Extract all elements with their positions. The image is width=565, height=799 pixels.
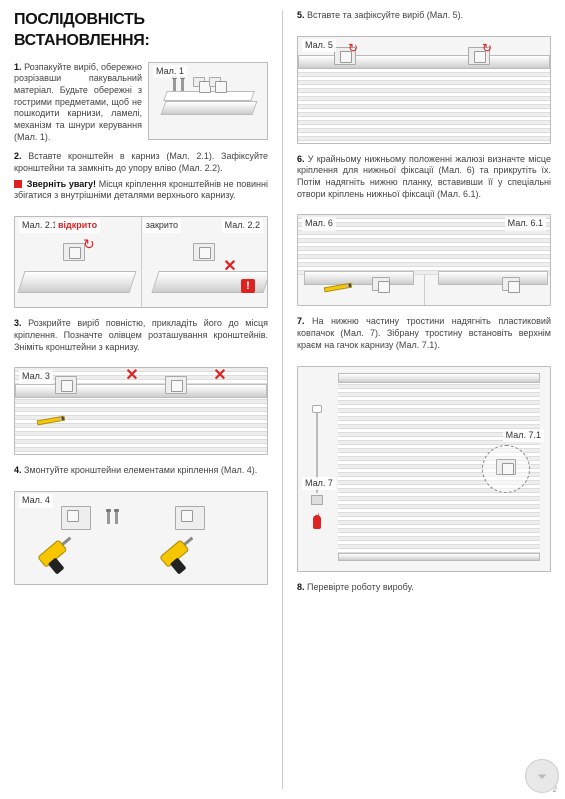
step-5-text: 5. Вставте та зафіксуйте виріб (Мал. 5).: [297, 10, 551, 22]
step-3: 3. Розкрийте виріб повністю, прикладіть …: [14, 318, 268, 353]
figure-6: Мал. 6 Мал. 6.1: [297, 214, 551, 306]
figure-7: Мал. 7 Мал. 7.1 ↓: [297, 366, 551, 572]
fig-71-label: Мал. 7.1: [503, 429, 544, 443]
step-2-warning: Зверніть увагу! Місця кріплення кронштей…: [14, 179, 268, 202]
step-3-text: 3. Розкрийте виріб повністю, прикладіть …: [14, 318, 268, 353]
fig-closed-label: закрито: [143, 219, 181, 233]
step-4-text: 4. Змонтуйте кронштейни елементами кріпл…: [14, 465, 268, 477]
step-6-text: 6. У крайньому нижньому положенні жалюзі…: [297, 154, 551, 201]
step-6: 6. У крайньому нижньому положенні жалюзі…: [297, 154, 551, 201]
step-4: 4. Змонтуйте кронштейни елементами кріпл…: [14, 465, 268, 477]
step-7: 7. На нижню частину тростини надягніть п…: [297, 316, 551, 351]
step-5: 5. Вставте та зафіксуйте виріб (Мал. 5).: [297, 10, 551, 22]
fig-6-label: Мал. 6: [302, 217, 336, 231]
figure-4: Мал. 4: [14, 491, 268, 585]
figure-1: Мал. 1: [148, 62, 268, 140]
scroll-down-button[interactable]: [525, 759, 559, 793]
figure-2: Мал. 2.1 відкрито закрито Мал. 2.2 ↻ ✕ !: [14, 216, 268, 308]
main-title: ПОСЛІДОВНІСТЬ ВСТАНОВЛЕННЯ:: [14, 10, 268, 52]
column-divider: [282, 10, 283, 789]
fig-4-label: Мал. 4: [19, 494, 53, 508]
step-1-text: 1. Розпакуйте виріб, обережно розрізавши…: [14, 62, 142, 144]
fig-open-label: відкрито: [55, 219, 100, 233]
fig-3-label: Мал. 3: [19, 370, 53, 384]
figure-3: Мал. 3 ✕ ✕: [14, 367, 268, 455]
fig-5-label: Мал. 5: [302, 39, 336, 53]
figure-5: Мал. 5 ↻ ↻: [297, 36, 551, 144]
step-2: 2. Вставте кронштейн в карниз (Мал. 2.1)…: [14, 151, 268, 202]
warning-box-icon: !: [241, 279, 255, 293]
warning-icon: [14, 180, 22, 188]
fig-61-label: Мал. 6.1: [505, 217, 546, 231]
fig-1-label: Мал. 1: [153, 65, 187, 79]
fig-22-label: Мал. 2.2: [222, 219, 263, 233]
step-2-text: 2. Вставте кронштейн в карниз (Мал. 2.1)…: [14, 151, 268, 174]
step-1: 1. Розпакуйте виріб, обережно розрізавши…: [14, 62, 268, 144]
drill-icon: [37, 533, 83, 577]
step-7-text: 7. На нижню частину тростини надягніть п…: [297, 316, 551, 351]
fig-7-label: Мал. 7: [302, 477, 336, 491]
step-8: 8. Перевірте роботу виробу.: [297, 582, 551, 594]
step-8-text: 8. Перевірте роботу виробу.: [297, 582, 551, 594]
drill-icon: [159, 533, 205, 577]
